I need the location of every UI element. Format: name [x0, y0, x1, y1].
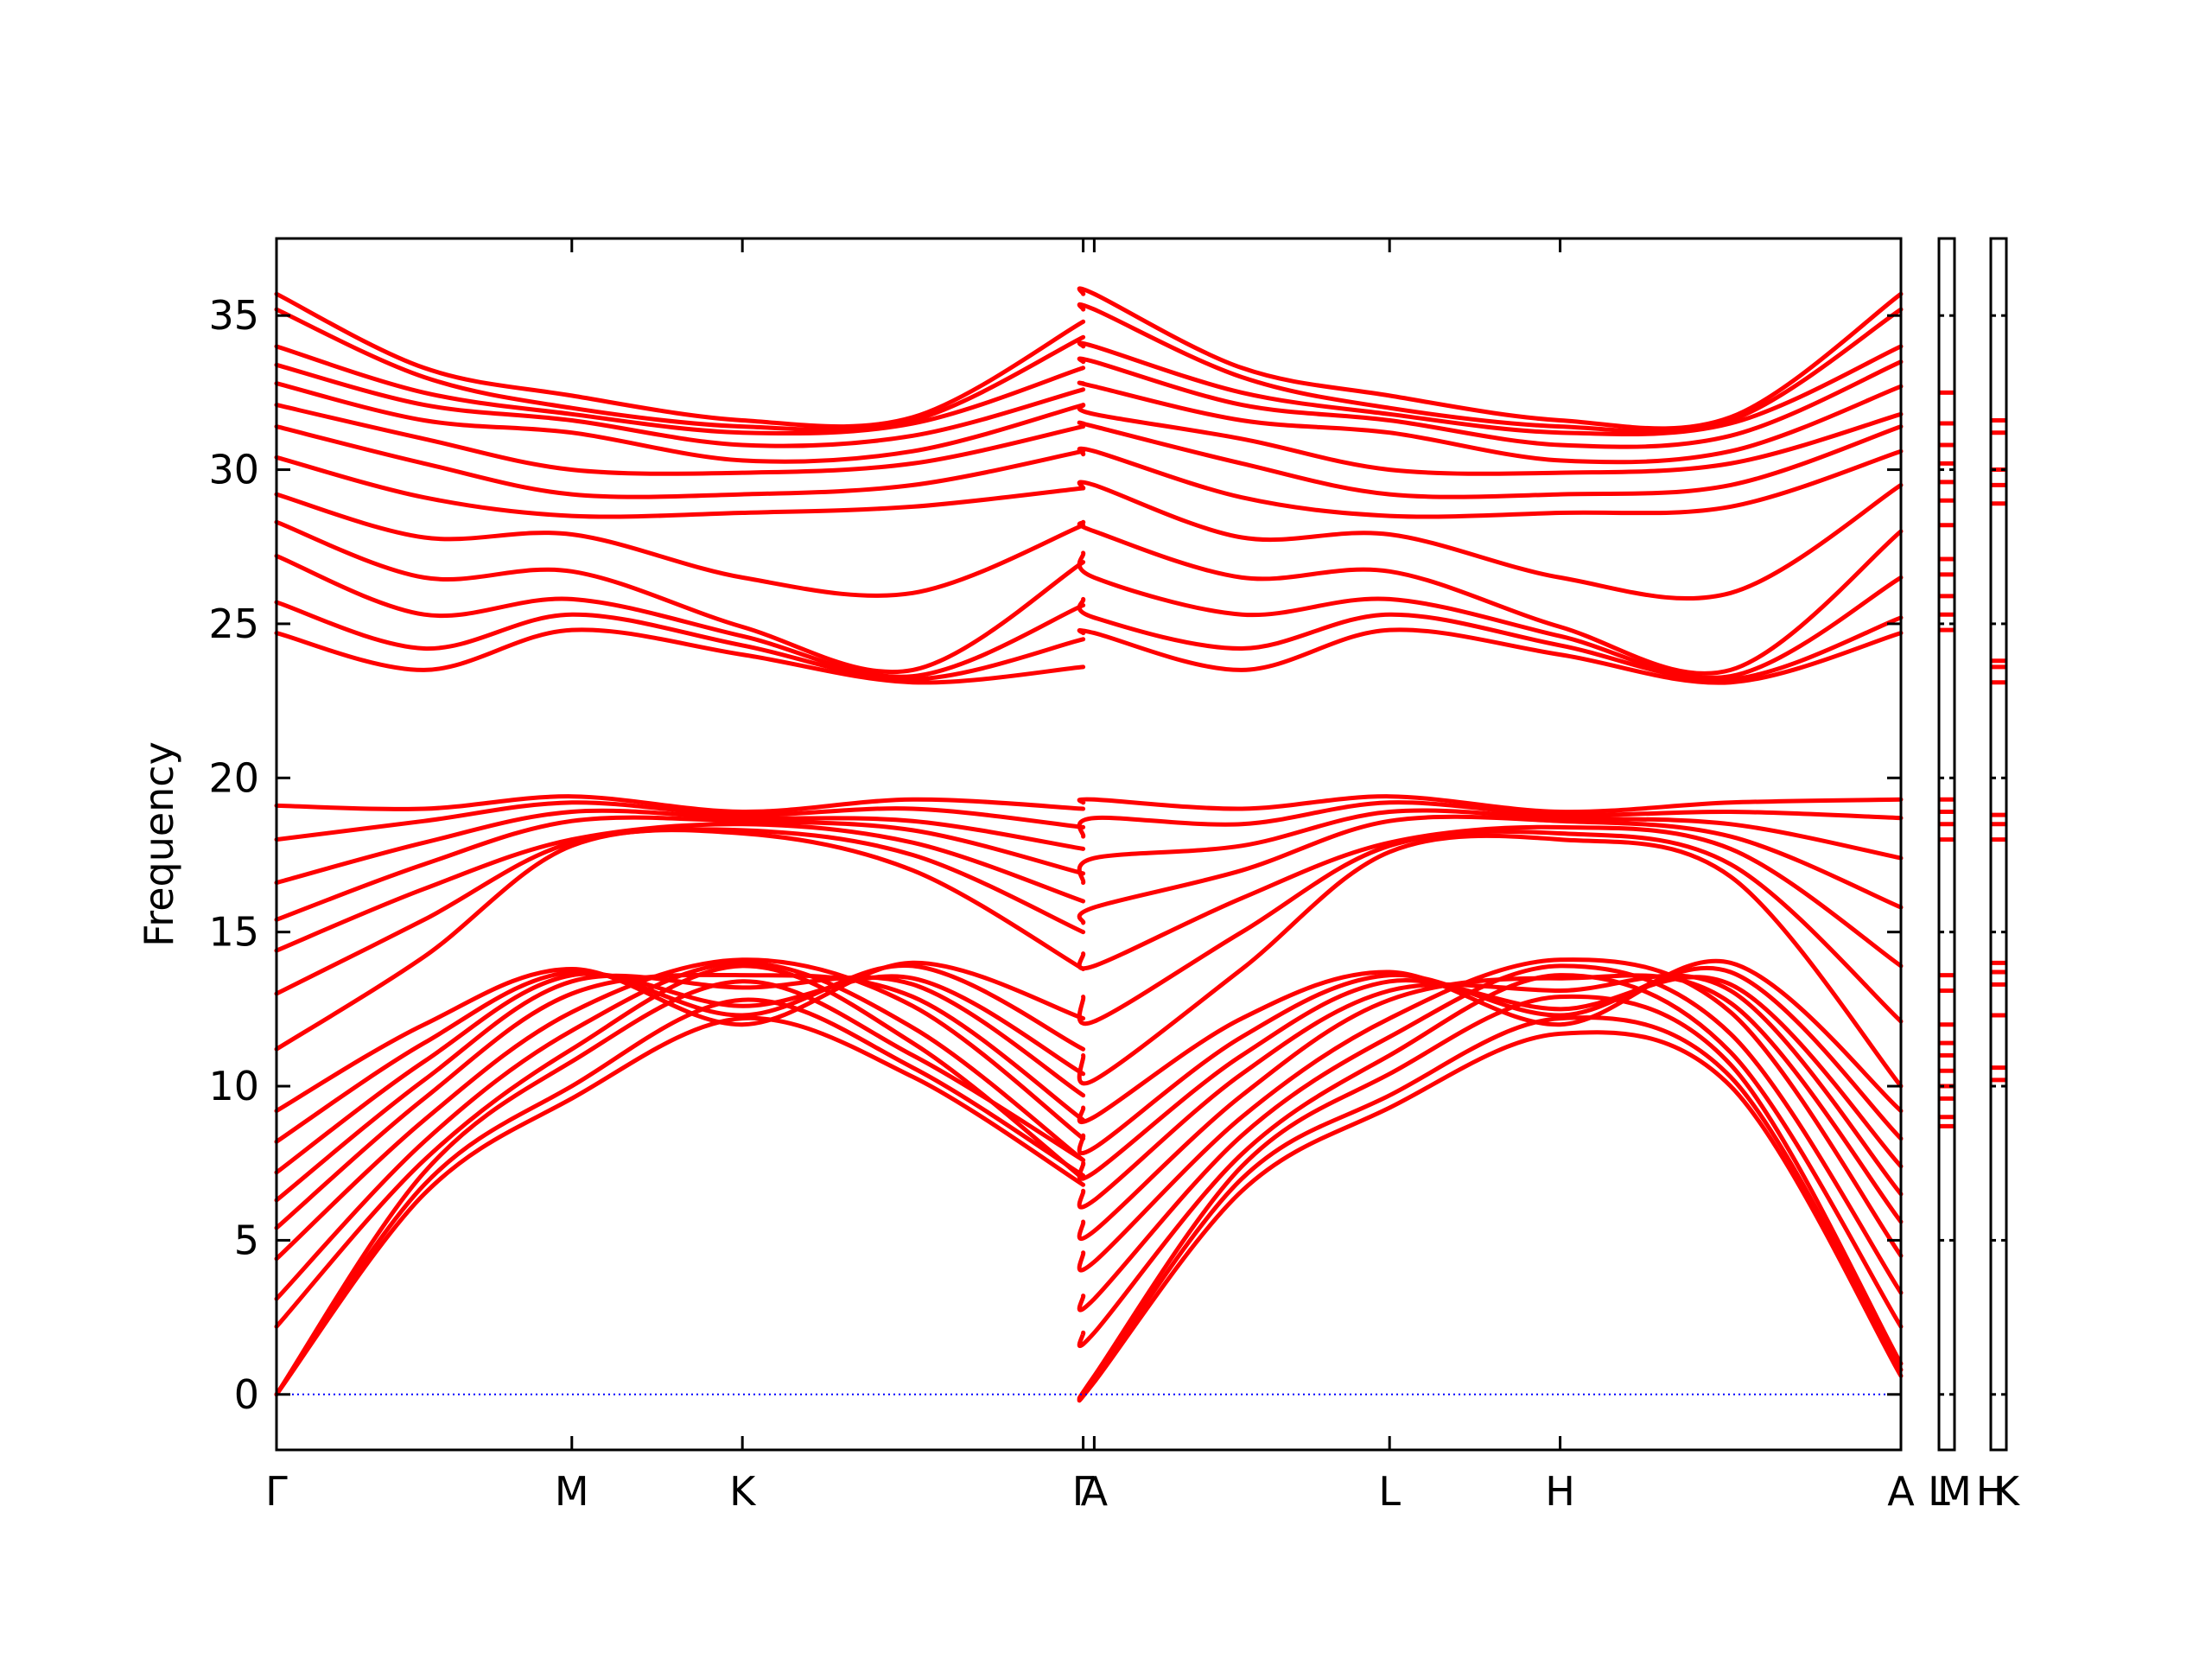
y-tick-label: 20 [208, 754, 259, 801]
band-line [274, 302, 1904, 435]
y-tick-label: 0 [234, 1371, 259, 1418]
y-axis-tick-labels: 0 5 10 15 20 25 30 35 [208, 292, 259, 1418]
band-lines [274, 286, 1904, 1403]
band-line [274, 973, 1904, 1210]
y-tick-label: 15 [208, 909, 259, 956]
side-panel-label: H [1976, 1468, 2006, 1515]
band-line [274, 997, 1904, 1402]
high-symmetry-labels: Γ M K ΓA L H A [265, 1468, 1915, 1515]
band-line [274, 958, 1904, 1124]
side-panel-label: M [1937, 1468, 1972, 1515]
main-plot-frame [275, 237, 1903, 1452]
side-panel-background [1991, 238, 2006, 1450]
x-tick-label: Γ [265, 1468, 288, 1515]
band-line [274, 794, 1904, 815]
x-tick-label: K [729, 1468, 757, 1515]
band-line [274, 403, 1904, 476]
side-panel-label: L [1928, 1468, 1950, 1515]
band-line [274, 420, 1904, 499]
band-line [274, 627, 1904, 685]
x-tick-label: A [1081, 1468, 1109, 1515]
band-line [274, 979, 1904, 1401]
band-line [274, 596, 1904, 683]
band-line [274, 550, 1904, 680]
band-line [274, 808, 1904, 886]
band-line [274, 340, 1904, 437]
y-axis-ticks [276, 314, 1901, 1396]
band-line [274, 814, 1904, 925]
band-line [274, 286, 1904, 431]
y-tick-label: 25 [208, 601, 259, 647]
side-panel-frame [1989, 237, 2008, 1452]
band-line [274, 1015, 1904, 1403]
side-panel-lm: LM [1928, 237, 1972, 1515]
y-tick-label: 5 [234, 1217, 259, 1263]
y-axis-title: Frequency [136, 741, 182, 947]
band-line [274, 380, 1904, 465]
band-line [274, 446, 1904, 519]
x-tick-label: A [1887, 1468, 1915, 1515]
y-tick-label: 35 [208, 292, 259, 339]
x-tick-label: L [1378, 1468, 1401, 1515]
band-line [274, 800, 1904, 842]
x-tick-label: Γ [1072, 1468, 1095, 1515]
side-panel-label: K [1993, 1468, 2021, 1515]
x-tick-label: H [1545, 1468, 1575, 1515]
band-line [274, 356, 1904, 449]
x-tick-label: M [555, 1468, 589, 1515]
side-panel-background [1939, 238, 1955, 1450]
band-line [274, 519, 1904, 676]
band-line [274, 480, 1904, 601]
side-panel-frame [1937, 237, 1956, 1452]
y-tick-label: 10 [208, 1063, 259, 1109]
side-panel-hk: HK [1976, 237, 2021, 1515]
y-tick-label: 30 [208, 447, 259, 493]
band-line [274, 822, 1904, 971]
